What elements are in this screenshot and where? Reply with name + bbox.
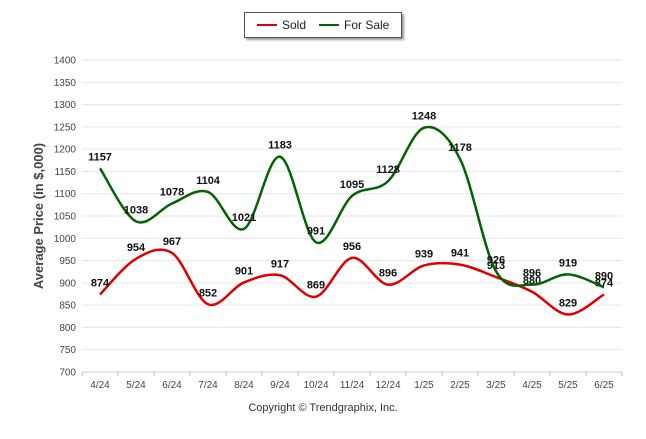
y-tick-label: 900	[59, 278, 76, 289]
x-tick-label: 9/24	[270, 380, 290, 391]
y-tick-label: 1000	[54, 234, 77, 245]
copyright-text: Copyright © Trendgraphix, Inc.	[0, 402, 646, 414]
data-label-sold: 901	[235, 265, 253, 277]
data-label-for-sale: 1104	[196, 175, 221, 187]
y-tick-label: 1150	[54, 167, 76, 178]
y-tick-label: 1400	[54, 56, 77, 67]
data-label-sold: 939	[415, 248, 433, 260]
data-label-for-sale: 1248	[412, 111, 436, 123]
x-tick-label: 10/24	[303, 380, 328, 391]
x-tick-label: 5/24	[126, 380, 146, 391]
x-tick-label: 8/24	[234, 380, 254, 391]
data-label-sold: 956	[343, 241, 361, 253]
data-label-sold: 874	[91, 277, 110, 289]
data-label-for-sale: 1183	[268, 140, 292, 152]
data-label-for-sale: 1078	[160, 187, 184, 199]
y-axis-title: Average Price (in $,000)	[31, 143, 46, 289]
data-label-for-sale: 1095	[340, 179, 364, 191]
legend-swatch-for-sale	[319, 24, 339, 26]
x-tick-label: 2/25	[450, 380, 470, 391]
data-label-for-sale: 991	[307, 225, 325, 237]
x-tick-label: 11/24	[340, 380, 365, 391]
data-label-for-sale: 890	[595, 270, 613, 282]
data-label-sold: 917	[271, 258, 289, 270]
y-tick-label: 950	[59, 256, 76, 267]
x-tick-label: 7/24	[198, 380, 218, 391]
x-tick-label: 5/25	[558, 380, 578, 391]
legend-label-for-sale: For Sale	[344, 18, 389, 32]
legend: Sold For Sale	[244, 12, 402, 38]
y-tick-label: 1100	[54, 189, 76, 200]
x-tick-label: 4/25	[522, 380, 542, 391]
series-line-for-sale	[100, 127, 604, 287]
data-label-for-sale: 919	[559, 257, 577, 269]
data-label-sold: 852	[199, 287, 217, 299]
y-tick-label: 1050	[54, 212, 77, 223]
data-label-for-sale: 896	[523, 268, 541, 280]
y-tick-label: 700	[59, 368, 76, 379]
x-tick-label: 6/24	[162, 380, 182, 391]
y-tick-label: 1250	[54, 122, 77, 133]
data-label-sold: 896	[379, 268, 397, 280]
data-label-for-sale: 926	[487, 254, 505, 266]
data-label-for-sale: 1128	[376, 164, 400, 176]
y-tick-label: 750	[59, 345, 76, 356]
data-label-for-sale: 1157	[88, 151, 112, 163]
data-label-for-sale: 1178	[448, 142, 472, 154]
x-tick-label: 1/25	[414, 380, 434, 391]
data-label-for-sale: 1038	[124, 204, 148, 216]
x-tick-label: 3/25	[486, 380, 506, 391]
legend-label-sold: Sold	[282, 18, 306, 32]
y-tick-label: 850	[59, 301, 76, 312]
x-tick-label: 4/24	[90, 380, 110, 391]
legend-swatch-sold	[257, 24, 277, 26]
y-tick-label: 1300	[54, 100, 77, 111]
data-label-sold: 954	[127, 242, 146, 254]
data-label-for-sale: 1021	[232, 212, 256, 224]
y-tick-label: 1350	[54, 78, 77, 89]
data-label-sold: 829	[559, 298, 577, 310]
y-tick-label: 800	[59, 323, 76, 334]
data-label-sold: 941	[451, 248, 469, 260]
data-label-sold: 869	[307, 280, 325, 292]
x-tick-label: 6/25	[594, 380, 614, 391]
x-tick-label: 12/24	[375, 380, 400, 391]
data-label-sold: 967	[163, 236, 181, 248]
y-tick-label: 1200	[54, 145, 77, 156]
